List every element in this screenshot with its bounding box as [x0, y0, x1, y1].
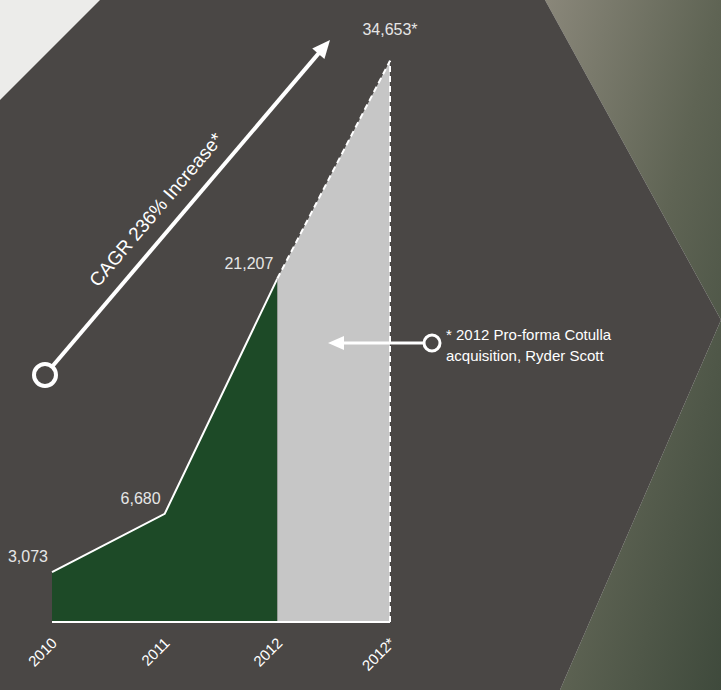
svg-text:34,653*: 34,653* — [362, 21, 417, 38]
svg-text:3,073: 3,073 — [8, 548, 48, 565]
svg-text:2012: 2012 — [250, 634, 286, 670]
svg-text:6,680: 6,680 — [121, 490, 161, 507]
svg-text:2011: 2011 — [138, 634, 173, 669]
svg-text:CAGR 236% Increase*: CAGR 236% Increase* — [85, 128, 227, 290]
svg-text:acquisition, Ryder Scott: acquisition, Ryder Scott — [446, 347, 604, 364]
svg-text:2010: 2010 — [25, 634, 61, 670]
svg-text:* 2012 Pro-forma Cotulla: * 2012 Pro-forma Cotulla — [446, 326, 612, 343]
svg-text:21,207: 21,207 — [224, 255, 273, 272]
svg-text:2012*: 2012* — [358, 634, 398, 674]
